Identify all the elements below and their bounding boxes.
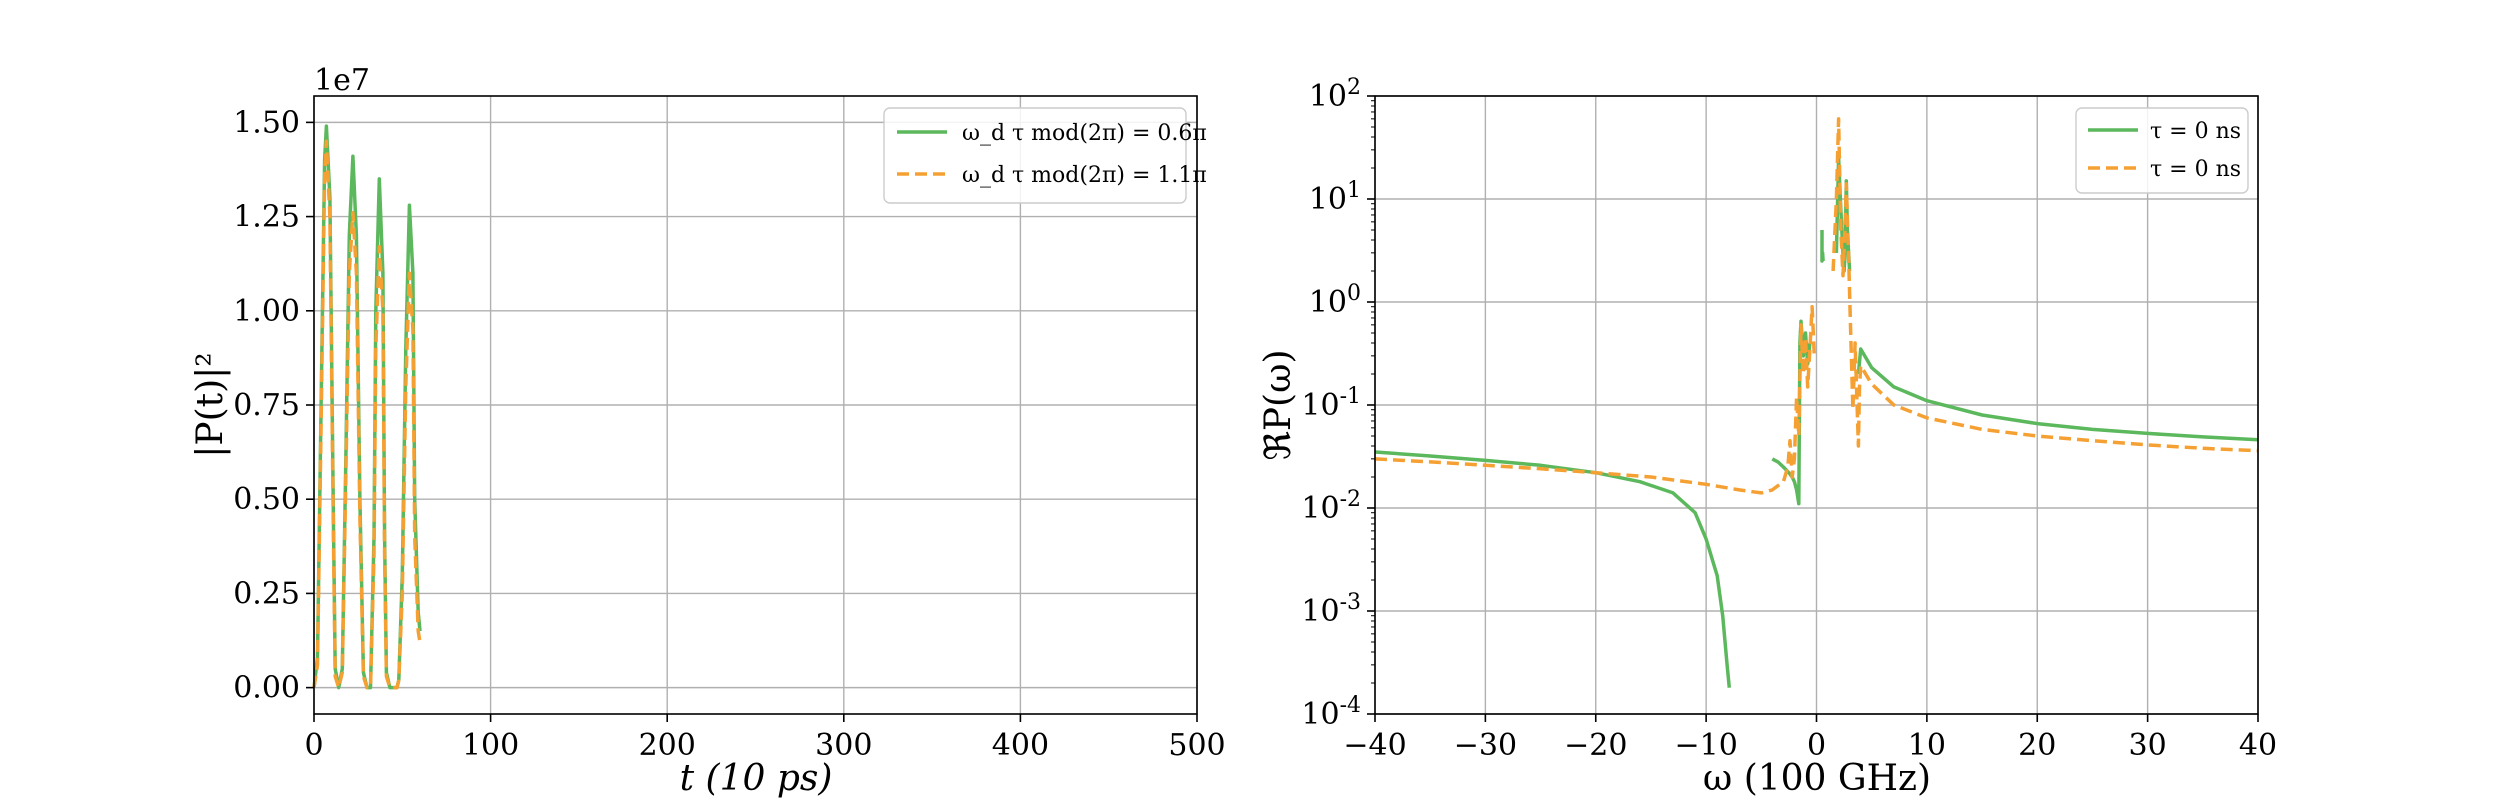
right-y-tick-label: 100 (1309, 281, 1361, 320)
right-x-ticks: −40 −30 −20 −10 0 10 20 30 40 (1343, 714, 2277, 763)
left-y-tick-label: 0.25 (233, 576, 300, 611)
right-y-tick-label: 10-1 (1301, 384, 1361, 423)
left-legend: ω_d τ mod(2π) = 0.6π ω_d τ mod(2π) = 1.1… (883, 107, 1207, 204)
right-legend-label-2: τ = 0 ns (2150, 157, 2241, 182)
right-x-tick-label: 20 (2018, 728, 2056, 763)
left-offset-text: 1e7 (314, 63, 370, 98)
right-x-tick-label: −30 (1454, 728, 1517, 763)
right-x-axis-label: ω (100 GHz) (1703, 758, 1931, 799)
right-series-line-1 (1374, 450, 1732, 688)
left-y-tick-label: 1.00 (233, 294, 300, 329)
right-y-tick-label: 10-2 (1301, 487, 1361, 526)
right-y-tick-label: 101 (1309, 178, 1361, 217)
left-x-tick-label: 500 (1168, 728, 1225, 763)
left-x-axis-label: t (10 ps) (680, 758, 833, 799)
right-x-tick-label: 40 (2239, 728, 2277, 763)
left-y-ticks: 0.00 0.25 0.50 0.75 1.00 1.25 1.50 (233, 105, 314, 706)
left-y-tick-label: 0.00 (233, 671, 300, 706)
left-y-tick-label: 1.25 (233, 200, 300, 235)
left-legend-label-2: ω_d τ mod(2π) = 1.1π (962, 163, 1207, 188)
left-x-ticks: 0 100 200 300 400 500 (304, 714, 1226, 763)
left-x-tick-label: 200 (639, 728, 696, 763)
right-x-tick-label: 0 (1807, 728, 1826, 763)
right-legend-label-1: τ = 0 ns (2150, 119, 2241, 144)
right-y-axis-label: ℜP(ω) (1258, 350, 1299, 461)
right-series-line-6 (1374, 304, 1817, 495)
left-x-tick-label: 400 (992, 728, 1049, 763)
left-legend-label-1: ω_d τ mod(2π) = 0.6π (962, 121, 1207, 146)
left-y-tick-label: 0.50 (233, 482, 300, 517)
left-plot-panel: 0 100 200 300 400 500 0.00 0.25 0.50 0.75 1.00 1.2… (190, 63, 1226, 799)
right-series-line-3 (1820, 230, 1825, 263)
right-x-tick-label: 10 (1908, 728, 1946, 763)
left-x-tick-label: 100 (462, 728, 519, 763)
right-y-tick-label: 10-3 (1301, 590, 1361, 629)
right-x-tick-label: −40 (1343, 728, 1406, 763)
left-y-axis-label: |P(t)|² (190, 352, 231, 457)
right-y-ticks: 10-4 10-3 10-2 10-1 100 101 102 (1301, 75, 1375, 732)
left-series-group (312, 124, 422, 690)
right-x-tick-label: −10 (1674, 728, 1737, 763)
right-legend: τ = 0 ns τ = 0 ns (2075, 107, 2249, 194)
right-x-tick-label: 30 (2129, 728, 2167, 763)
right-series-line-5 (1856, 347, 2259, 442)
right-x-tick-label: −20 (1564, 728, 1627, 763)
right-series-group (1374, 117, 2259, 688)
right-series-line-7 (1831, 117, 2259, 453)
right-y-tick-label: 10-4 (1301, 693, 1361, 732)
left-x-tick-label: 0 (304, 728, 323, 763)
right-series-line-2 (1771, 319, 1812, 506)
left-legend-box (883, 107, 1187, 204)
right-y-tick-label: 102 (1309, 75, 1361, 114)
right-plot-panel: −40 −30 −20 −10 0 10 20 30 40 10-410-310-210-110… (1258, 75, 2277, 799)
left-y-tick-label: 1.50 (233, 105, 300, 140)
left-series-line-2 (312, 139, 422, 690)
left-y-tick-label: 0.75 (233, 388, 300, 423)
left-x-tick-label: 300 (815, 728, 872, 763)
